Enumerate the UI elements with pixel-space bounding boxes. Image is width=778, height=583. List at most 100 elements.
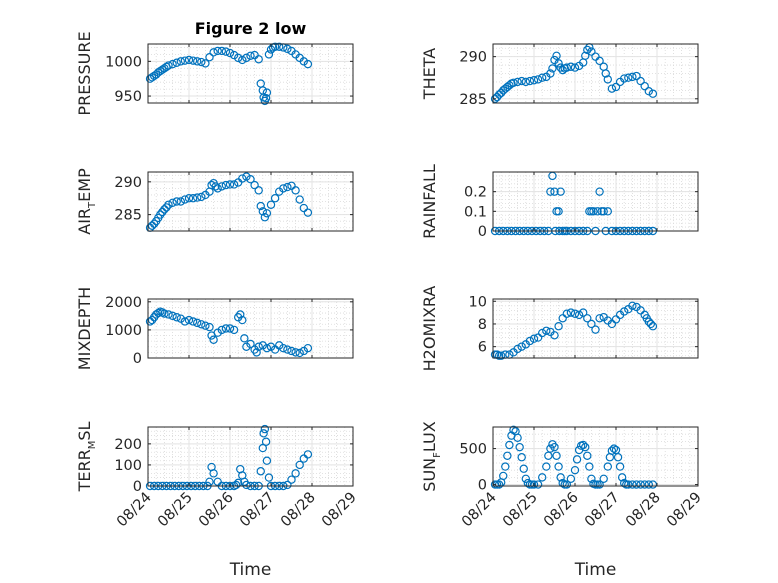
y-tick-label: 100: [114, 458, 142, 474]
data-point: [636, 480, 645, 489]
data-point: [601, 69, 610, 78]
data-point: [529, 76, 539, 85]
data-point: [156, 210, 165, 219]
data-point: [184, 194, 194, 203]
subplot-sun_flux: 0 500 SUNFLUX 08/24 08/25 08/26 08/27 08/28 08/2…: [420, 421, 705, 580]
data-point: [180, 317, 190, 326]
data-point: [287, 181, 296, 190]
y-tick-label: 6: [478, 340, 487, 356]
data-point: [620, 478, 629, 488]
x-tick-label: 08/29: [664, 490, 705, 531]
axes-box: [492, 298, 699, 359]
data-point: [515, 442, 524, 452]
data-point: [287, 346, 296, 356]
data-point: [168, 198, 177, 208]
subplot-theta: 285 290 THETA: [420, 43, 699, 108]
data-point: [538, 73, 547, 82]
y-tick-label: 285: [114, 208, 142, 224]
data-point: [554, 59, 563, 68]
data-point: [211, 182, 220, 191]
y-tick-label: 10: [469, 294, 487, 310]
x-tick-label: 08/24: [114, 490, 155, 531]
data-point: [192, 318, 202, 328]
data-point: [287, 475, 296, 484]
data-point: [229, 180, 239, 189]
data-point: [620, 307, 629, 316]
data-point: [562, 63, 572, 72]
y-tick-label: 0: [133, 351, 142, 367]
data-point: [628, 480, 637, 489]
data-point: [213, 46, 222, 56]
data-point: [264, 473, 274, 482]
data-point: [262, 343, 272, 353]
y-tick-label: 2000: [105, 295, 142, 311]
data-point: [262, 456, 272, 465]
data-point: [246, 339, 255, 349]
y-tick-label: 290: [114, 175, 142, 191]
axes-box: [147, 426, 354, 487]
data-point: [583, 451, 592, 460]
data-point: [570, 63, 580, 72]
data-point: [149, 219, 159, 228]
axes-box: [492, 171, 699, 232]
data-point: [607, 446, 617, 455]
data-point: [603, 75, 613, 84]
y-tick-label: 1000: [105, 323, 142, 339]
data-point: [617, 473, 627, 482]
y-axis-label: H2OMIXRA: [420, 286, 439, 372]
data-point: [517, 453, 526, 462]
y-tick-label: 200: [114, 437, 142, 453]
data-point: [558, 478, 567, 488]
data-point: [201, 321, 210, 330]
data-point: [505, 440, 514, 450]
data-point: [572, 455, 582, 464]
data-point: [205, 477, 214, 486]
data-point: [197, 320, 206, 329]
data-point: [295, 348, 304, 358]
subplot-h2omixra: 6 8 10 H2OMIXRA: [420, 286, 699, 372]
y-tick-label: 0: [133, 479, 142, 495]
data-point: [579, 308, 588, 317]
data-point: [209, 469, 218, 478]
x-tick-label: 08/28: [623, 490, 664, 531]
data-point: [583, 314, 592, 323]
data-point: [238, 315, 247, 325]
data-point: [295, 460, 304, 470]
data-point: [599, 474, 608, 484]
data-point: [628, 301, 637, 311]
data-point: [240, 334, 249, 343]
data-point: [552, 51, 561, 61]
data-point: [172, 58, 181, 67]
data-point: [644, 317, 654, 326]
data-point: [554, 322, 563, 331]
x-tick-label: 08/29: [319, 490, 360, 531]
y-axis-label: TERRMSL: [75, 422, 98, 493]
data-point: [254, 55, 263, 64]
y-tick-label: 1000: [105, 54, 142, 70]
data-point: [505, 81, 514, 90]
data-point: [501, 462, 510, 471]
data-point: [589, 207, 598, 216]
subplot-title: Figure 2 low: [195, 19, 307, 38]
data-point: [209, 48, 218, 57]
data-point: [503, 451, 512, 460]
data-point: [587, 47, 596, 56]
plot-area: [493, 172, 698, 231]
data-point: [164, 200, 173, 209]
subplot-rainfall: 0 0.1 0.2 RAINFALL: [420, 164, 699, 240]
data-point: [168, 59, 177, 69]
data-point: [205, 52, 214, 62]
data-point: [184, 55, 194, 65]
data-point: [579, 440, 588, 450]
data-point: [556, 63, 565, 72]
data-point: [164, 61, 173, 70]
data-point: [256, 467, 265, 476]
data-point: [295, 195, 304, 204]
data-point: [283, 44, 292, 54]
series-markers: [145, 307, 313, 358]
data-point: [542, 326, 551, 335]
y-tick-label: 0.1: [464, 204, 487, 220]
data-point: [609, 444, 619, 453]
axes-box: [147, 171, 354, 232]
data-point: [542, 462, 551, 471]
